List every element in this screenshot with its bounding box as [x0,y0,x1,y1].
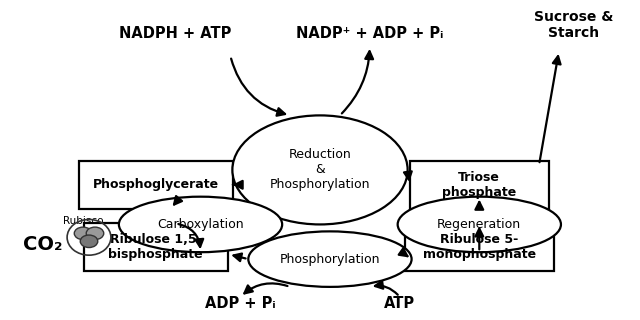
Text: CO₂: CO₂ [24,235,63,254]
Text: Ribulose 1,5-
bisphosphate: Ribulose 1,5- bisphosphate [108,233,203,261]
Ellipse shape [80,235,98,248]
Ellipse shape [119,197,282,252]
Text: Rubisco: Rubisco [63,216,103,227]
Text: ATP: ATP [384,296,415,311]
Ellipse shape [232,116,408,224]
Text: NADPH + ATP: NADPH + ATP [120,26,232,41]
Text: Ribulose 5-
monophosphate: Ribulose 5- monophosphate [423,233,536,261]
Text: Carboxylation: Carboxylation [157,218,244,231]
Text: Regeneration: Regeneration [437,218,522,231]
Ellipse shape [248,231,412,287]
FancyBboxPatch shape [84,223,228,271]
FancyBboxPatch shape [410,161,549,209]
Ellipse shape [397,197,561,252]
Text: Sucrose &
Starch: Sucrose & Starch [534,10,614,40]
Ellipse shape [74,227,92,240]
FancyBboxPatch shape [404,223,554,271]
FancyBboxPatch shape [79,161,233,209]
Text: Reduction
&
Phosphorylation: Reduction & Phosphorylation [269,148,371,191]
Text: NADP⁺ + ADP + Pᵢ: NADP⁺ + ADP + Pᵢ [296,26,444,41]
Text: Phosphorylation: Phosphorylation [280,252,380,266]
Text: Triose
phosphate: Triose phosphate [442,171,516,199]
Text: Phosphoglycerate: Phosphoglycerate [93,178,219,191]
Text: ADP + Pᵢ: ADP + Pᵢ [205,296,276,311]
Ellipse shape [86,227,104,240]
